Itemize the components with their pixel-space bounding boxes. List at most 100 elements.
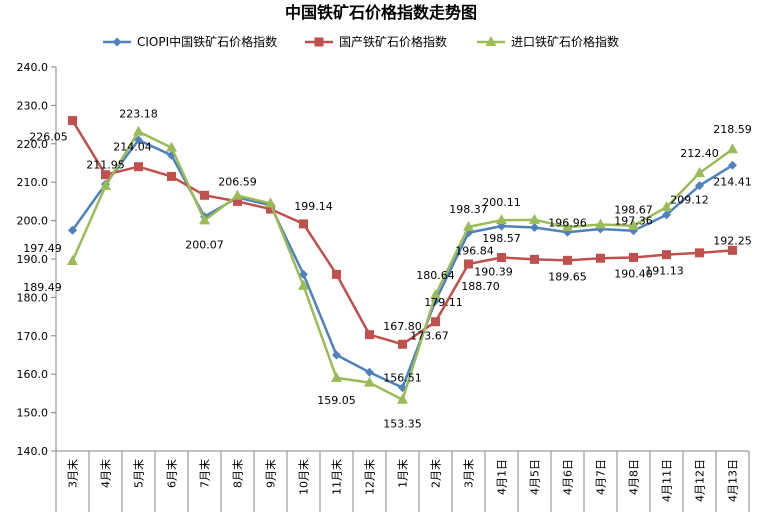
x-tick-label: 4月1日 bbox=[496, 459, 509, 495]
data-label: 156.51 bbox=[383, 372, 422, 385]
data-point bbox=[68, 116, 77, 126]
y-tick-label: 190.0 bbox=[17, 253, 49, 266]
data-point bbox=[167, 171, 176, 181]
data-label: 167.80 bbox=[383, 320, 422, 333]
data-label: 214.41 bbox=[713, 175, 752, 188]
y-tick-label: 160.0 bbox=[17, 368, 49, 381]
legend-label: CIOPI中国铁矿石价格指数 bbox=[137, 34, 277, 49]
data-point bbox=[662, 250, 671, 260]
data-point bbox=[728, 160, 737, 170]
y-tick-label: 240.0 bbox=[17, 61, 49, 74]
data-label: 223.18 bbox=[119, 108, 158, 121]
y-tick-label: 140.0 bbox=[17, 445, 49, 458]
data-label: 179.11 bbox=[424, 296, 463, 309]
data-label: 211.95 bbox=[86, 159, 125, 172]
data-label: 199.14 bbox=[294, 200, 333, 213]
data-label: 226.05 bbox=[29, 131, 68, 144]
data-label: 191.13 bbox=[645, 265, 684, 278]
data-point bbox=[596, 253, 605, 263]
data-point bbox=[266, 204, 275, 214]
data-label: 189.65 bbox=[548, 270, 587, 283]
data-label: 180.64 bbox=[416, 269, 455, 282]
data-point bbox=[695, 248, 704, 258]
x-tick-label: 4月11日 bbox=[661, 459, 674, 502]
data-label: 159.05 bbox=[317, 394, 356, 407]
data-point bbox=[332, 269, 341, 279]
data-point bbox=[485, 36, 497, 46]
data-label: 214.04 bbox=[113, 141, 152, 154]
data-point bbox=[100, 180, 111, 191]
data-label: 206.59 bbox=[218, 175, 257, 188]
x-tick-label: 5月末 bbox=[132, 459, 146, 488]
data-point bbox=[314, 37, 324, 47]
data-label: 153.35 bbox=[383, 418, 422, 431]
x-tick-label: 4月5日 bbox=[529, 459, 542, 495]
data-point bbox=[430, 288, 441, 299]
data-point bbox=[365, 367, 374, 377]
data-point bbox=[101, 170, 110, 180]
data-point bbox=[628, 219, 639, 230]
data-point bbox=[112, 37, 122, 47]
data-label: 188.70 bbox=[461, 280, 500, 293]
data-point bbox=[299, 269, 308, 279]
x-tick-label: 3月末 bbox=[66, 459, 80, 488]
data-label: 198.37 bbox=[449, 203, 488, 216]
x-tick-label: 3月末 bbox=[462, 459, 476, 488]
y-tick-label: 230.0 bbox=[17, 99, 49, 112]
y-tick-label: 170.0 bbox=[17, 330, 49, 343]
x-tick-label: 1月末 bbox=[396, 459, 410, 488]
data-point bbox=[200, 190, 209, 200]
data-point bbox=[595, 218, 606, 229]
x-tick-label: 11月末 bbox=[330, 459, 344, 495]
data-point bbox=[728, 245, 737, 255]
data-point bbox=[365, 330, 374, 340]
series-line bbox=[71, 130, 734, 401]
y-tick-label: 220.0 bbox=[17, 138, 49, 151]
x-tick-label: 4月6日 bbox=[562, 459, 575, 495]
data-point bbox=[233, 196, 242, 206]
data-point bbox=[397, 393, 408, 404]
data-label: 196.96 bbox=[548, 216, 587, 229]
data-point bbox=[727, 143, 738, 154]
data-point bbox=[68, 225, 77, 235]
data-label: 209.12 bbox=[670, 194, 709, 207]
data-point bbox=[662, 210, 671, 220]
x-tick-label: 2月末 bbox=[429, 459, 443, 488]
data-point bbox=[134, 162, 143, 172]
data-label: 218.59 bbox=[713, 123, 752, 136]
data-point bbox=[629, 252, 638, 262]
data-point bbox=[464, 259, 473, 269]
data-label: 190.40 bbox=[614, 267, 653, 280]
data-point bbox=[199, 214, 210, 225]
data-label: 173.67 bbox=[410, 330, 449, 343]
data-point bbox=[661, 201, 672, 212]
data-label: 198.57 bbox=[482, 232, 521, 245]
data-label: 212.40 bbox=[680, 147, 719, 160]
data-point bbox=[463, 220, 474, 231]
data-label: 198.67 bbox=[614, 204, 653, 217]
y-tick-label: 210.0 bbox=[17, 176, 49, 189]
data-point bbox=[529, 213, 540, 224]
legend-label: 国产铁矿石价格指数 bbox=[339, 34, 447, 49]
data-point bbox=[166, 141, 177, 152]
data-point bbox=[530, 223, 539, 233]
data-label: 189.49 bbox=[23, 281, 62, 294]
data-point bbox=[232, 189, 243, 200]
series-group bbox=[68, 116, 737, 349]
x-tick-label: 7月末 bbox=[198, 459, 212, 488]
data-point bbox=[695, 181, 704, 191]
x-tick-label: 10月末 bbox=[297, 459, 311, 495]
data-label: 200.07 bbox=[185, 238, 224, 251]
data-point bbox=[563, 255, 572, 265]
data-point bbox=[694, 166, 705, 177]
data-label: 196.84 bbox=[455, 245, 494, 258]
y-tick-label: 180.0 bbox=[17, 291, 49, 304]
data-point bbox=[331, 371, 342, 382]
data-point bbox=[431, 317, 440, 327]
data-label: 197.49 bbox=[23, 242, 62, 255]
data-point bbox=[332, 350, 341, 360]
y-tick-label: 200.0 bbox=[17, 215, 49, 228]
x-tick-label: 6月末 bbox=[165, 459, 179, 488]
